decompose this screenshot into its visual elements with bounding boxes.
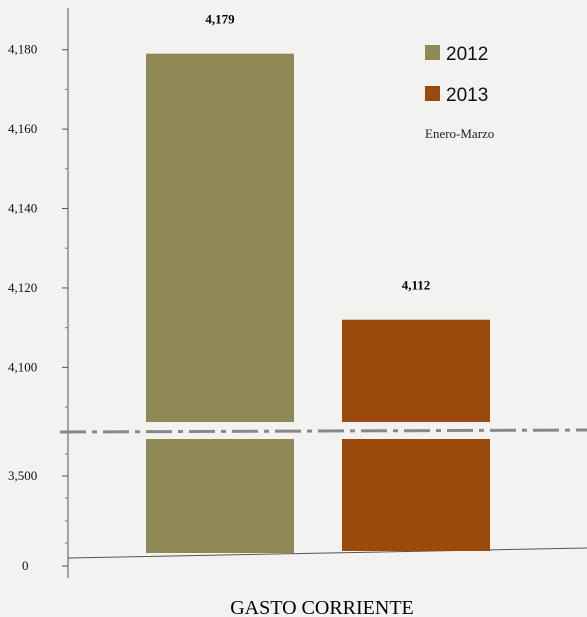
data-labels-layer: 4,179 4,112	[205, 12, 430, 293]
bar-2013-upper	[342, 319, 490, 422]
legend-label-2012: 2012	[446, 44, 488, 65]
bar-2012-lower	[146, 439, 294, 553]
y-tick-label: 4,160	[8, 121, 37, 136]
legend-swatch-2013	[425, 86, 440, 101]
bar-2013-lower	[342, 439, 490, 551]
legend: 2012 2013 Enero-Marzo	[425, 44, 494, 141]
bar-2012-upper	[146, 53, 294, 422]
legend-swatch-2012	[425, 45, 440, 60]
y-tick-label: 4,100	[8, 359, 37, 374]
legend-note: Enero-Marzo	[425, 126, 494, 141]
legend-label-2013: 2013	[446, 85, 488, 106]
y-tick-label: 0	[22, 558, 29, 573]
data-label-2012: 4,179	[205, 12, 235, 27]
y-tick-label: 3,500	[8, 468, 37, 483]
data-label-2013: 4,112	[402, 278, 431, 293]
x-axis-label: GASTO CORRIENTE	[230, 597, 414, 617]
y-tick-label: 4,180	[8, 42, 37, 57]
y-axis: 4,100 4,120 4,140 4,160 4,180 0 3,500	[8, 8, 587, 578]
y-tick-label: 4,140	[8, 201, 37, 216]
x-axis-line	[67, 547, 587, 559]
axis-break-line	[59, 428, 587, 434]
y-tick-label: 4,120	[8, 280, 37, 295]
bars-layer	[146, 53, 490, 553]
